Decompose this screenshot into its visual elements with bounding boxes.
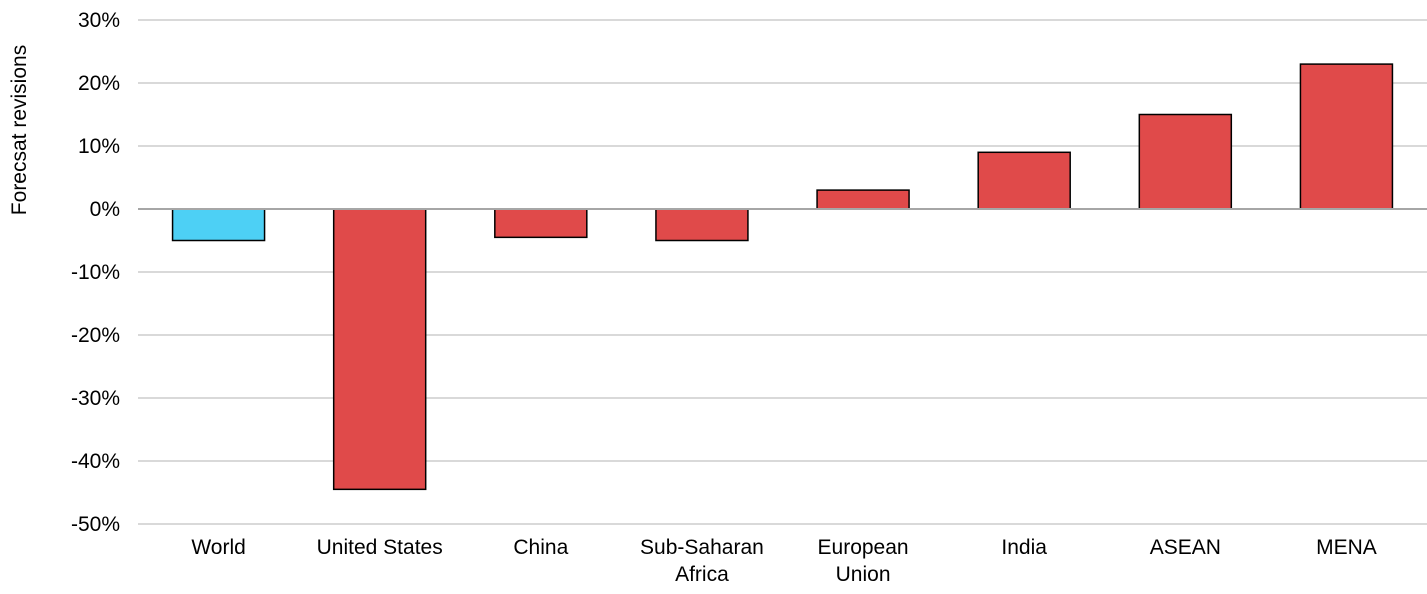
x-category-label: India [1001,536,1047,559]
bar [332,208,427,491]
bar [171,208,266,242]
y-tick-label: 10% [78,135,120,158]
bar [1299,63,1394,210]
bar [977,151,1071,210]
bars [171,63,1394,491]
x-category-label: European [818,536,909,559]
y-tick-label: -50% [71,513,120,536]
y-tick-label: -20% [71,324,120,347]
gridlines [138,19,1427,525]
y-tick-label: -30% [71,387,120,410]
bar [1138,113,1233,210]
y-tick-label: -40% [71,450,120,473]
x-category-label: Union [836,563,891,586]
y-tick-label: 0% [90,198,120,221]
y-tick-label: 30% [78,9,120,32]
x-category-label: World [191,536,245,559]
y-axis-title: Forecsat revisions [8,45,31,215]
y-tick-label: 20% [78,72,120,95]
x-category-label: Africa [675,563,729,586]
bar [655,208,749,242]
y-tick-labels: 30% 20% 10% 0% -10% -20% -30% -40% -50% [71,9,120,536]
x-category-label: Sub-Saharan [640,536,764,559]
bar [816,189,910,210]
bar [494,208,588,239]
y-tick-label: -10% [71,261,120,284]
x-category-label: China [513,536,568,559]
x-category-label: ASEAN [1150,536,1221,559]
x-category-label: United States [317,536,443,559]
x-category-label: MENA [1316,536,1377,559]
x-category-labels: World United States China Sub-Saharan Africa… [191,536,1376,586]
